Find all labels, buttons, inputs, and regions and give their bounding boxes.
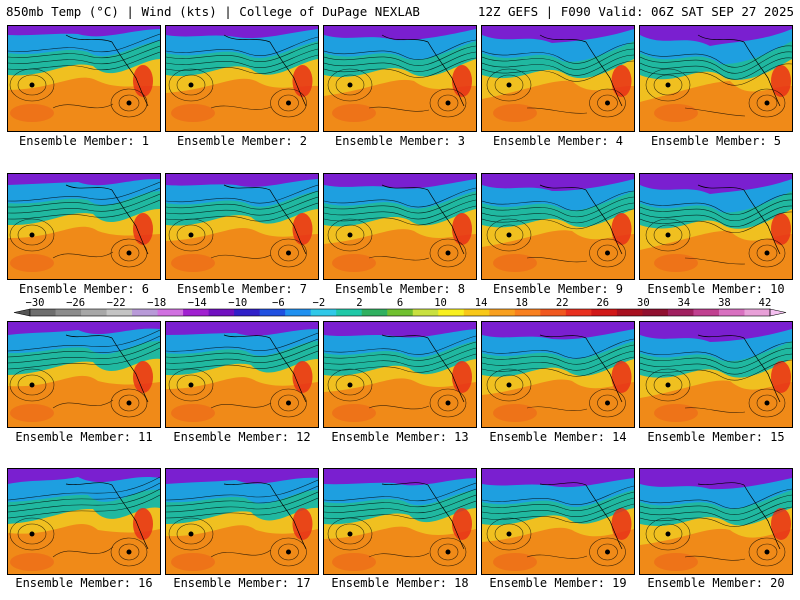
colorbar-segment — [285, 309, 312, 316]
colorbar-segment — [693, 309, 720, 316]
ensemble-member-map-8 — [323, 173, 477, 280]
colorbar-tick-label: −6 — [272, 297, 285, 309]
ensemble-member-map-13 — [323, 321, 477, 428]
ensemble-member-label-13: Ensemble Member: 13 — [331, 430, 469, 444]
colorbar-tick-label: −18 — [147, 297, 166, 309]
colorbar-segment — [387, 309, 414, 316]
colorbar-segment — [132, 309, 159, 316]
colorbar-segment — [438, 309, 465, 316]
colorbar-max-arrow — [769, 308, 787, 317]
colorbar-tick-label: 2 — [356, 297, 362, 309]
ensemble-member-map-20 — [639, 468, 793, 575]
ensemble-member-map-18 — [323, 468, 477, 575]
ensemble-member-map-15 — [639, 321, 793, 428]
colorbar-tick-label: 42 — [759, 297, 772, 309]
ensemble-member-label-10: Ensemble Member: 10 — [647, 282, 785, 296]
colorbar-segment — [489, 309, 516, 316]
colorbar-tick-label: 30 — [637, 297, 650, 309]
ensemble-member-label-2: Ensemble Member: 2 — [176, 134, 308, 148]
ensemble-member-map-17 — [165, 468, 319, 575]
colorbar-segment — [642, 309, 669, 316]
temperature-colorbar: −30 −26 −22 −18 −14 −10 −6 −2 2 6 10 14 18 22 26 30 34 38… — [13, 297, 787, 317]
ensemble-member-map-7 — [165, 173, 319, 280]
colorbar-segment — [591, 309, 618, 316]
ensemble-member-label-9: Ensemble Member: 9 — [492, 282, 624, 296]
colorbar-tick-label: −10 — [228, 297, 247, 309]
ensemble-member-label-17: Ensemble Member: 17 — [173, 576, 311, 590]
ensemble-member-label-11: Ensemble Member: 11 — [15, 430, 153, 444]
colorbar-tick-label: −2 — [313, 297, 326, 309]
colorbar-tick-label: −26 — [66, 297, 85, 309]
ensemble-member-label-1: Ensemble Member: 1 — [18, 134, 150, 148]
ensemble-member-map-19 — [481, 468, 635, 575]
ensemble-member-label-8: Ensemble Member: 8 — [334, 282, 466, 296]
colorbar-tick-label: 6 — [397, 297, 403, 309]
colorbar-segment — [208, 309, 235, 316]
colorbar-segment — [667, 309, 694, 316]
ensemble-member-map-1 — [7, 25, 161, 132]
colorbar-segment — [744, 309, 771, 316]
ensemble-member-label-16: Ensemble Member: 16 — [15, 576, 153, 590]
colorbar-tick-label: 14 — [475, 297, 488, 309]
colorbar-segment — [412, 309, 439, 316]
ensemble-member-label-14: Ensemble Member: 14 — [489, 430, 627, 444]
colorbar-tick-label: −22 — [107, 297, 126, 309]
ensemble-member-map-2 — [165, 25, 319, 132]
colorbar-tick-label: 26 — [596, 297, 609, 309]
ensemble-member-map-6 — [7, 173, 161, 280]
ensemble-member-label-3: Ensemble Member: 3 — [334, 134, 466, 148]
colorbar-outline — [29, 308, 771, 317]
colorbar-segment — [463, 309, 490, 316]
model-run-valid-time: 12Z GEFS | F090 Valid: 06Z SAT SEP 27 20… — [477, 4, 794, 19]
colorbar-tick-label: −14 — [188, 297, 207, 309]
colorbar-segment — [336, 309, 363, 316]
ensemble-member-map-3 — [323, 25, 477, 132]
colorbar-segment — [565, 309, 592, 316]
ensemble-member-label-20: Ensemble Member: 20 — [647, 576, 785, 590]
ensemble-member-map-4 — [481, 25, 635, 132]
ensemble-member-map-14 — [481, 321, 635, 428]
colorbar-segment — [616, 309, 643, 316]
ensemble-member-label-5: Ensemble Member: 5 — [650, 134, 782, 148]
ensemble-member-map-5 — [639, 25, 793, 132]
colorbar-segment — [183, 309, 210, 316]
ensemble-member-map-10 — [639, 173, 793, 280]
colorbar-segment — [234, 309, 261, 316]
colorbar-segment — [106, 309, 133, 316]
colorbar-segment — [55, 309, 82, 316]
colorbar-tick-label: 38 — [718, 297, 731, 309]
colorbar-tick-label: 34 — [678, 297, 691, 309]
colorbar-segment — [259, 309, 286, 316]
colorbar-segment — [514, 309, 541, 316]
ensemble-member-label-6: Ensemble Member: 6 — [18, 282, 150, 296]
ensemble-member-map-9 — [481, 173, 635, 280]
colorbar-segment — [157, 309, 184, 316]
map-title: 850mb Temp (°C) | Wind (kts) | College o… — [6, 4, 420, 19]
colorbar-segment — [718, 309, 745, 316]
ensemble-member-label-12: Ensemble Member: 12 — [173, 430, 311, 444]
ensemble-member-label-4: Ensemble Member: 4 — [492, 134, 624, 148]
colorbar-min-arrow — [13, 308, 31, 317]
colorbar-tick-label: −30 — [26, 297, 45, 309]
colorbar-segment — [30, 309, 57, 316]
colorbar-segment — [81, 309, 108, 316]
ensemble-member-map-16 — [7, 468, 161, 575]
colorbar-tick-label: 22 — [556, 297, 569, 309]
colorbar-tick-label: 18 — [515, 297, 528, 309]
ensemble-member-label-15: Ensemble Member: 15 — [647, 430, 785, 444]
colorbar-tick-label: 10 — [434, 297, 447, 309]
ensemble-member-label-7: Ensemble Member: 7 — [176, 282, 308, 296]
colorbar-segment — [361, 309, 388, 316]
colorbar-segment — [540, 309, 567, 316]
ensemble-member-map-11 — [7, 321, 161, 428]
colorbar-segment — [310, 309, 337, 316]
ensemble-member-label-18: Ensemble Member: 18 — [331, 576, 469, 590]
ensemble-member-label-19: Ensemble Member: 19 — [489, 576, 627, 590]
ensemble-member-map-12 — [165, 321, 319, 428]
